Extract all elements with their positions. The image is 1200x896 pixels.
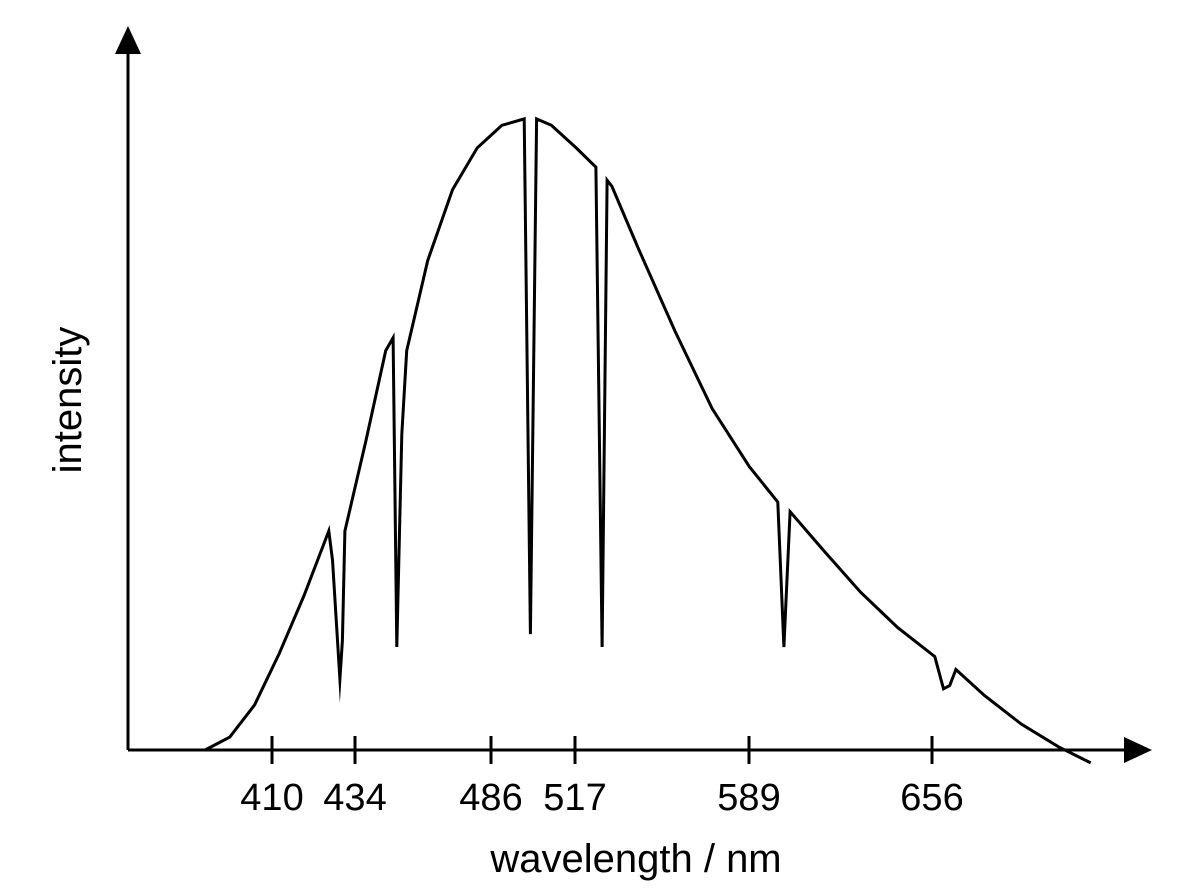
x-tick-label: 589	[717, 777, 780, 819]
y-axis-label: intensity	[46, 327, 90, 474]
x-ticks: 410 434 486 517 589 656	[240, 736, 964, 819]
x-tick-label: 410	[240, 777, 303, 819]
x-tick-label: 434	[323, 777, 386, 819]
axes	[115, 26, 1152, 763]
x-tick-label: 656	[900, 777, 963, 819]
x-axis-label: wavelength / nm	[489, 837, 781, 881]
y-axis-arrowhead	[115, 26, 141, 54]
series-layer	[204, 116, 1092, 765]
x-axis-arrowhead	[1124, 737, 1152, 763]
spectrum-series-line	[204, 116, 1092, 765]
x-tick-label: 517	[543, 777, 606, 819]
x-tick-label: 486	[459, 777, 522, 819]
